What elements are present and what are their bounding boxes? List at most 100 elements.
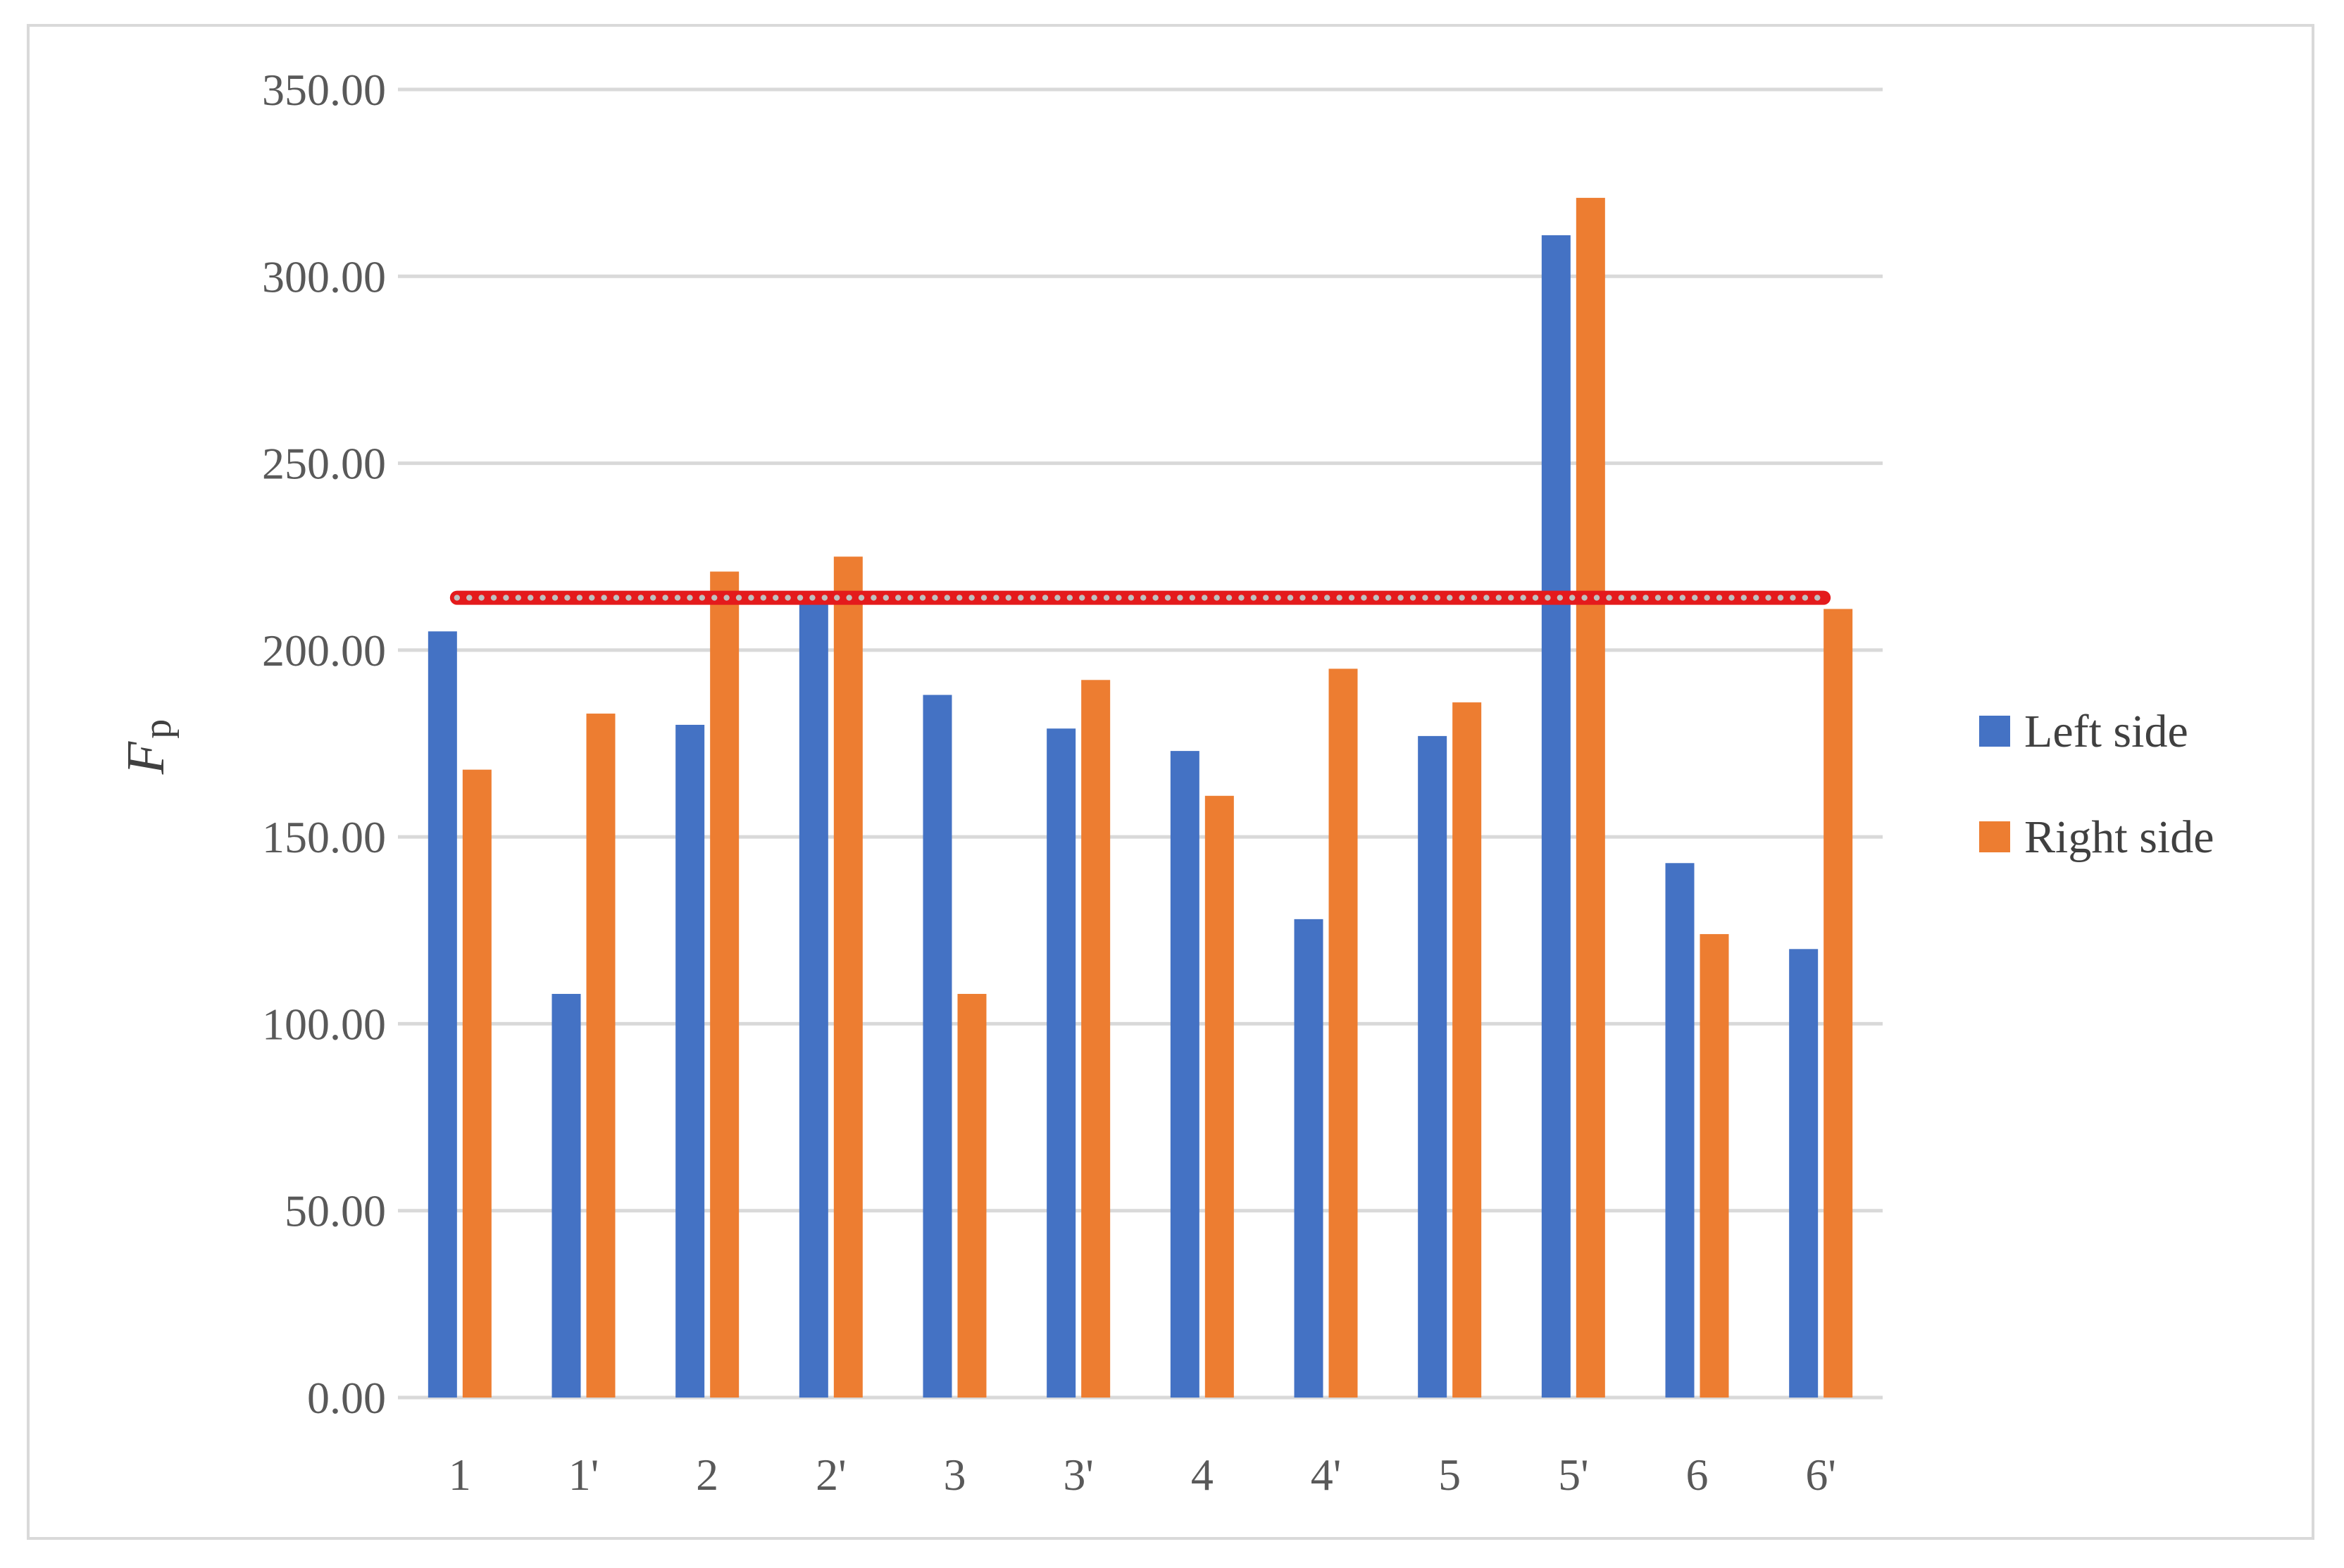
reference-line-marker bbox=[1667, 595, 1673, 601]
bar-left-side bbox=[428, 631, 457, 1398]
reference-line-marker bbox=[1814, 595, 1821, 601]
y-axis-title: Fp bbox=[116, 719, 180, 775]
reference-line-marker bbox=[1447, 595, 1453, 601]
reference-line-marker bbox=[1202, 595, 1208, 601]
x-tick-label: 4 bbox=[1191, 1450, 1214, 1500]
reference-line-marker bbox=[858, 595, 865, 601]
reference-line-marker bbox=[454, 595, 461, 601]
reference-line-marker bbox=[1679, 595, 1686, 601]
reference-line-marker bbox=[1422, 595, 1428, 601]
reference-line-marker bbox=[576, 595, 583, 601]
bar-left-side bbox=[1170, 751, 1199, 1398]
bars bbox=[428, 197, 1853, 1398]
reference-line-marker bbox=[883, 595, 890, 601]
bar-left-side bbox=[1789, 949, 1819, 1398]
reference-line-marker bbox=[1140, 595, 1147, 601]
reference-line-marker bbox=[1091, 595, 1097, 601]
reference-line-marker bbox=[1116, 595, 1122, 601]
x-tick-label: 3' bbox=[1063, 1450, 1094, 1500]
reference-line-marker bbox=[1740, 595, 1747, 601]
bar-left-side bbox=[923, 695, 952, 1398]
reference-line-marker bbox=[1361, 595, 1367, 601]
reference-line-marker bbox=[1593, 595, 1600, 601]
reference-line-marker bbox=[1716, 595, 1723, 601]
legend-swatch bbox=[1979, 716, 2010, 747]
reference-line-marker bbox=[956, 595, 963, 601]
x-tick-label: 4' bbox=[1311, 1450, 1342, 1500]
reference-line-marker bbox=[1631, 595, 1637, 601]
bar-right-side bbox=[833, 556, 863, 1398]
reference-line-marker bbox=[564, 595, 571, 601]
reference-line-marker bbox=[723, 595, 730, 601]
y-axis-title-subscript: p bbox=[136, 719, 180, 739]
reference-line-marker bbox=[1336, 595, 1342, 601]
legend: Left side Right side bbox=[1979, 706, 2214, 863]
bar-left-side bbox=[1294, 919, 1323, 1398]
reference-line-marker bbox=[968, 595, 975, 601]
reference-line-marker bbox=[980, 595, 987, 601]
bar-left-side bbox=[1541, 235, 1571, 1398]
reference-line-marker bbox=[1324, 595, 1330, 601]
reference-line-marker bbox=[821, 595, 828, 601]
legend-swatch bbox=[1979, 821, 2010, 852]
reference-line-marker bbox=[1765, 595, 1771, 601]
bar-left-side bbox=[799, 601, 828, 1398]
reference-line-marker bbox=[846, 595, 852, 601]
reference-line-marker bbox=[871, 595, 877, 601]
reference-line-marker bbox=[1385, 595, 1392, 601]
reference-line-marker bbox=[515, 595, 522, 601]
reference-line-marker bbox=[1642, 595, 1649, 601]
reference-line-marker bbox=[650, 595, 656, 601]
y-tick-label: 250.00 bbox=[262, 439, 386, 489]
reference-line-marker bbox=[674, 595, 681, 601]
reference-line-marker bbox=[932, 595, 938, 601]
reference-line-marker bbox=[1238, 595, 1245, 601]
reference-line-marker bbox=[748, 595, 754, 601]
bar-right-side bbox=[586, 714, 616, 1398]
reference-line-marker bbox=[1348, 595, 1355, 601]
y-tick-label: 350.00 bbox=[262, 65, 386, 115]
bar-right-side bbox=[1081, 680, 1111, 1398]
legend-label: Right side bbox=[2024, 811, 2214, 863]
reference-line-marker bbox=[503, 595, 509, 601]
bar-left-side bbox=[1047, 728, 1076, 1398]
bar-left-side bbox=[675, 724, 705, 1398]
reference-line-marker bbox=[1581, 595, 1588, 601]
reference-line-marker bbox=[711, 595, 718, 601]
reference-line-marker bbox=[1042, 595, 1049, 601]
reference-line-marker bbox=[1226, 595, 1233, 601]
reference-line-marker bbox=[1103, 595, 1110, 601]
reference-line-marker bbox=[589, 595, 595, 601]
reference-line-marker bbox=[1373, 595, 1380, 601]
reference-line-marker bbox=[687, 595, 693, 601]
y-tick-label: 200.00 bbox=[262, 626, 386, 676]
reference-line-marker bbox=[1054, 595, 1061, 601]
x-axis-tick-labels: 1 1' 2 2' 3 3' 4 4' 5 5' 6 6' bbox=[449, 1450, 1836, 1500]
reference-line-marker bbox=[1459, 595, 1465, 601]
reference-line-marker bbox=[1066, 595, 1073, 601]
reference-line-marker bbox=[1299, 595, 1306, 601]
bar-left-side bbox=[1418, 735, 1447, 1398]
reference-line-marker bbox=[490, 595, 497, 601]
bar-right-side bbox=[1452, 702, 1482, 1398]
reference-line-marker bbox=[601, 595, 607, 601]
bar-right-side bbox=[957, 993, 987, 1398]
reference-line-marker bbox=[1079, 595, 1085, 601]
reference-line-marker bbox=[1397, 595, 1404, 601]
reference-line-marker bbox=[1471, 595, 1478, 601]
reference-line-marker bbox=[466, 595, 473, 601]
reference-line-marker bbox=[1520, 595, 1526, 601]
reference-line-marker bbox=[1569, 595, 1576, 601]
reference-line-marker bbox=[1654, 595, 1662, 601]
reference-line-marker bbox=[1214, 595, 1220, 601]
x-tick-label: 1' bbox=[568, 1450, 599, 1500]
reference-line-marker bbox=[662, 595, 668, 601]
reference-line-marker bbox=[919, 595, 926, 601]
bar-right-side bbox=[1824, 609, 1853, 1398]
reference-line-marker bbox=[1409, 595, 1416, 601]
reference-line-marker bbox=[760, 595, 767, 601]
reference-line-marker bbox=[1728, 595, 1735, 601]
reference-line-marker bbox=[625, 595, 632, 601]
reference-line-marker bbox=[540, 595, 546, 601]
